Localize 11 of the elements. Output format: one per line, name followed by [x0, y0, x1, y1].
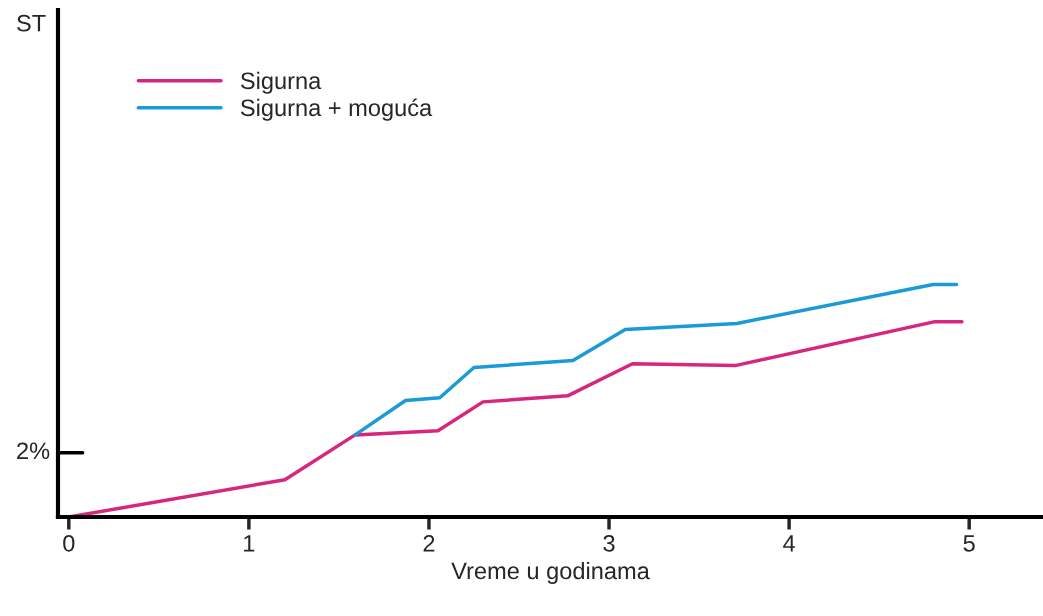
x-tick-label: 2: [423, 534, 435, 552]
x-tick-label: 0: [63, 534, 75, 552]
x-axis-title: Vreme u godinama: [451, 561, 650, 584]
legend-label: Sigurna + moguća: [240, 98, 433, 121]
x-tick-label: 1: [244, 535, 255, 552]
x-tick-label: 4: [783, 535, 795, 552]
text: 2%: [17, 442, 50, 460]
x-tick-label: 5: [963, 535, 975, 552]
legend-label: Sigurna: [240, 71, 322, 94]
text: ST: [17, 14, 46, 32]
x-tick-label: 3: [603, 534, 615, 552]
